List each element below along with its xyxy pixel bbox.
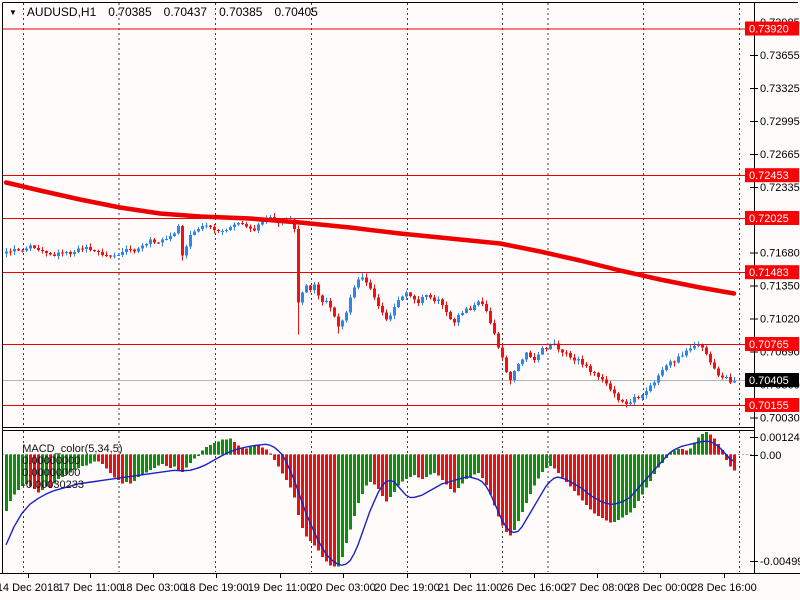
svg-text:0.70765: 0.70765 [749,339,789,351]
price-level-badges[interactable]: 0.73920 0.72453 0.72025 0.71483 0.70765 0.701… [745,21,799,413]
svg-text:0.71483: 0.71483 [749,267,789,279]
svg-text:0.71350: 0.71350 [760,281,800,293]
svg-text:0.70155: 0.70155 [749,400,789,412]
svg-text:18 Dec 03:00: 18 Dec 03:00 [120,582,185,594]
svg-text:0.73920: 0.73920 [749,24,789,36]
svg-text:20 Dec 19:00: 20 Dec 19:00 [374,582,439,594]
ma-line[interactable] [3,180,737,296]
svg-text:28 Dec 00:00: 28 Dec 00:00 [627,582,692,594]
day-separators [23,3,740,572]
svg-text:19 Dec 11:00: 19 Dec 11:00 [248,582,313,594]
svg-text:0.00: 0.00 [760,450,781,462]
symbol-marker-icon[interactable]: ▼ [9,7,17,17]
macd-indicator-header: MACD_color(5,34,5) 0.00000000 0.00000000… [10,431,127,503]
chart-title-bar: ▼ AUDUSD,H1 0.70385 0.70437 0.70385 0.70… [9,5,318,19]
svg-text:21 Dec 11:00: 21 Dec 11:00 [438,582,503,594]
svg-text:27 Dec 08:00: 27 Dec 08:00 [564,582,629,594]
signal-line [5,440,735,566]
macd-value-3: -0.00030233 [22,479,85,491]
svg-text:0.72995: 0.72995 [760,116,800,128]
current-price-badge: 0.70405 [745,373,799,387]
macd-axis-labels: 0.0012422 0.00 -0.004996 [750,432,800,568]
svg-text:18 Dec 19:00: 18 Dec 19:00 [183,582,248,594]
svg-text:0.71680: 0.71680 [760,248,800,260]
svg-text:-0.004996: -0.004996 [760,556,800,568]
svg-text:28 Dec 16:00: 28 Dec 16:00 [691,582,756,594]
svg-text:0.0012422: 0.0012422 [760,432,800,444]
svg-text:0.73325: 0.73325 [760,83,800,95]
svg-text:0.73655: 0.73655 [760,50,800,62]
svg-text:26 Dec 16:00: 26 Dec 16:00 [501,582,566,594]
panel-borders [0,2,800,574]
ohlc-close-value: 0.70405 [274,5,318,19]
macd-histogram [5,431,736,567]
svg-text:17 Dec 11:00: 17 Dec 11:00 [58,582,123,594]
ohlc-high-value: 0.70437 [163,5,208,19]
svg-text:0.72025: 0.72025 [749,213,789,225]
svg-text:0.72665: 0.72665 [760,149,800,161]
ohlc-open-value: 0.70385 [108,5,152,19]
level-lines[interactable] [2,28,754,406]
macd-value-1: 0.00000000 [22,455,81,467]
svg-text:0.72453: 0.72453 [749,170,789,182]
svg-text:20 Dec 03:00: 20 Dec 03:00 [310,582,375,594]
svg-text:0.72335: 0.72335 [760,182,800,194]
ohlc-low-value: 0.70385 [219,5,263,19]
macd-value-2: 0.00000000 [22,467,81,479]
svg-text:0.70030: 0.70030 [760,413,800,425]
macd-indicator-label: MACD_color(5,34,5) [22,443,123,455]
svg-text:0.71020: 0.71020 [760,314,800,326]
candles-layer [5,213,736,408]
svg-text:0.70405: 0.70405 [749,375,789,387]
svg-text:14 Dec 2018: 14 Dec 2018 [0,582,59,594]
symbol-timeframe-label: AUDUSD,H1 [26,5,97,19]
